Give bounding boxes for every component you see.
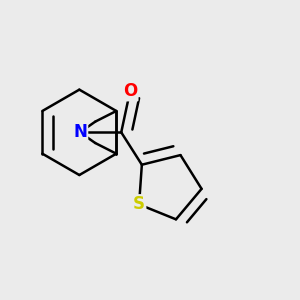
Text: N: N xyxy=(73,123,87,141)
Text: S: S xyxy=(133,195,145,213)
Text: O: O xyxy=(123,82,137,100)
